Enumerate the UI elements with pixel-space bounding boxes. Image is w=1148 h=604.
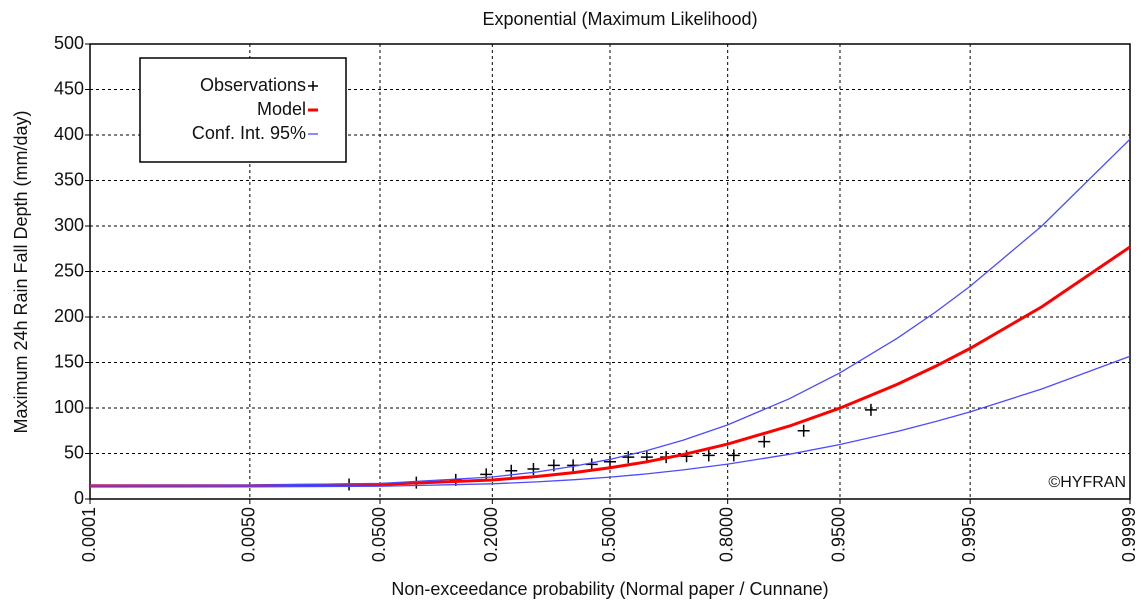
legend-label: Conf. Int. 95%: [192, 123, 306, 143]
observation-marker: [727, 449, 740, 462]
y-tick-label: 50: [64, 442, 84, 462]
observation-marker: [864, 403, 877, 416]
x-tick-label: 0.8000: [716, 507, 736, 562]
y-tick-label: 200: [54, 306, 84, 326]
x-tick-label: 0.9999: [1119, 507, 1139, 562]
observation-marker: [622, 451, 635, 464]
x-tick-label: 0.2000: [481, 507, 501, 562]
y-tick-label: 0: [74, 488, 84, 508]
observation-marker: [604, 455, 616, 468]
observation-marker: [702, 449, 715, 462]
legend: Observations Model Conf. Int. 95%: [139, 57, 347, 163]
legend-label: Model: [257, 99, 306, 119]
observation-marker: [758, 435, 771, 448]
y-tick-label: 500: [54, 33, 84, 53]
x-tick-label: 0.9500: [829, 507, 849, 562]
legend-label: Observations: [200, 75, 306, 95]
y-axis-label: Maximum 24h Rain Fall Depth (mm/day): [11, 110, 31, 433]
observation-marker: [480, 468, 493, 481]
y-tick-label: 150: [54, 351, 84, 371]
x-tick-label: 0.9950: [959, 507, 979, 562]
y-tick-label: 250: [54, 260, 84, 280]
series-line: [89, 245, 1131, 488]
x-tick-label: 0.0050: [239, 507, 259, 562]
y-tick-label: 400: [54, 124, 84, 144]
x-tick-label: 0.0500: [369, 507, 389, 562]
x-axis-label: Non-exceedance probability (Normal paper…: [391, 579, 828, 599]
y-tick-label: 100: [54, 397, 84, 417]
y-tick-label: 350: [54, 169, 84, 189]
series-line: [89, 355, 1131, 488]
plot-frame: [89, 43, 1131, 500]
x-tick-label: 0.5000: [599, 507, 619, 562]
annotation: ©HYFRAN: [1048, 474, 1126, 491]
chart-title: Exponential (Maximum Likelihood): [482, 9, 757, 29]
y-tick-label: 450: [54, 78, 84, 98]
legend-symbol: [308, 81, 318, 91]
y-tick-label: 300: [54, 215, 84, 235]
series-line: [89, 138, 1131, 486]
observation-marker: [797, 424, 810, 437]
observation-marker: [585, 458, 598, 471]
x-tick-label: 0.0001: [79, 507, 99, 562]
